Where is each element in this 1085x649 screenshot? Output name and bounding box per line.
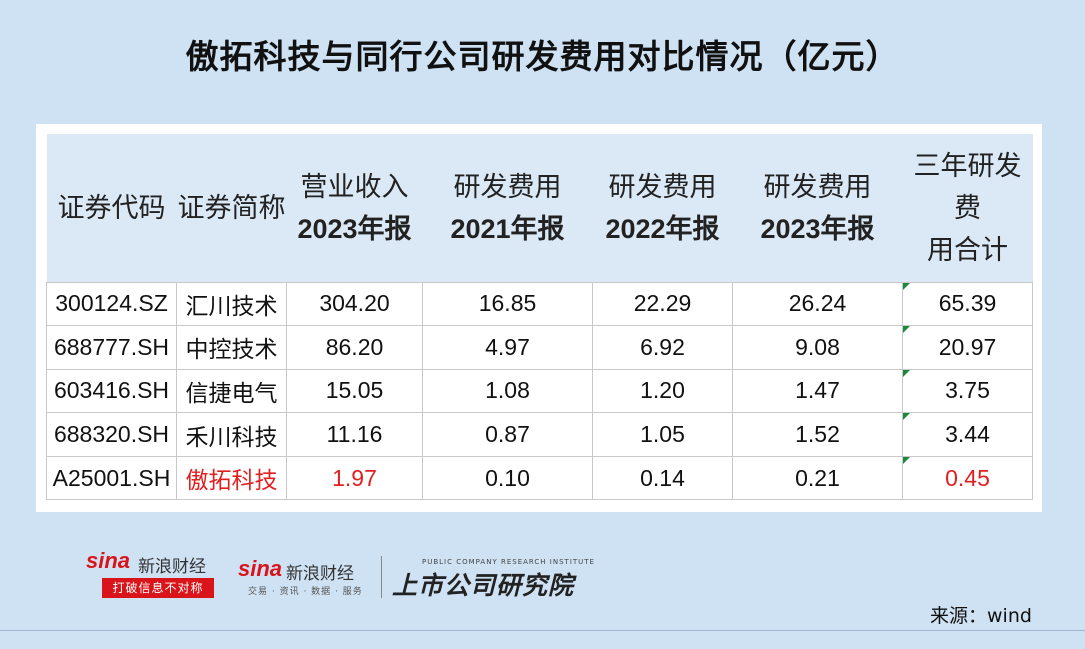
sina-finance-services: 交易 · 资讯 · 数据 · 服务 [248, 587, 363, 597]
header-rd-2023: 研发费用 2023年报 [760, 171, 875, 244]
header-rd-2021: 研发费用 2021年报 [450, 171, 565, 244]
cell-rd-2023: 1.47 [732, 368, 903, 414]
cell-code: 688320.SH [46, 412, 177, 457]
cell-rd-2021: 0.87 [422, 412, 593, 457]
sina-finance-name: 新浪财经 [286, 564, 354, 584]
bottom-divider [0, 630, 1085, 631]
formula-marker-icon [903, 369, 910, 377]
cell-revenue-2023: 304.20 [286, 281, 423, 327]
cell-name: 汇川技术 [176, 281, 287, 327]
cell-code: 603416.SH [46, 368, 177, 414]
cell-rd-2022: 1.20 [592, 368, 733, 414]
cell-code: 688777.SH [46, 325, 177, 370]
page-title: 傲拓科技与同行公司研发费用对比情况（亿元） [185, 37, 900, 76]
cell-rd-2021: 1.08 [422, 368, 593, 414]
cell-code: 300124.SZ [46, 281, 177, 327]
formula-marker-icon [903, 456, 910, 464]
research-institute-name: 上市公司研究院 [392, 571, 575, 600]
header-rd-2022: 研发费用 2022年报 [605, 171, 720, 244]
table-header-row: 证券代码 证券简称 营业收入 2023年报 研发费用 2021年报 研发费用 2022… [46, 134, 1033, 282]
sina-eye-icon: sina [86, 548, 131, 573]
cell-rd-2021: 4.97 [422, 325, 593, 370]
sina-finance-logo: sina 新浪财经 打破信息不对称 [86, 548, 216, 600]
cell-rd-total: 3.75 [902, 368, 1033, 414]
cell-rd-total: 0.45 [902, 455, 1033, 501]
header-name: 证券简称 [177, 192, 286, 223]
sina-eye-icon: sina [238, 556, 283, 581]
cell-revenue-2023: 15.05 [286, 368, 423, 414]
table-card: 证券代码 证券简称 营业收入 2023年报 研发费用 2021年报 研发费用 2022… [36, 124, 1042, 512]
header-code: 证券代码 [57, 192, 166, 223]
table-row: 688320.SH 禾川科技 11.16 0.87 1.05 1.52 3.44 [46, 412, 1033, 457]
table-row-highlight: A25001.SH 傲拓科技 1.97 0.10 0.14 0.21 0.45 [46, 455, 1033, 501]
cell-revenue-2023: 1.97 [286, 455, 423, 501]
formula-marker-icon [903, 326, 910, 334]
cell-rd-2022: 6.92 [592, 325, 733, 370]
sina-finance-name: 新浪财经 [138, 557, 206, 577]
cell-name: 傲拓科技 [176, 455, 287, 501]
cell-rd-2023: 1.52 [732, 412, 903, 457]
formula-marker-icon [903, 282, 910, 290]
cell-name: 信捷电气 [176, 368, 287, 414]
header-rd-total: 三年研发费 用合计 [913, 150, 1022, 265]
table-row: 603416.SH 信捷电气 15.05 1.08 1.20 1.47 3.75 [46, 368, 1033, 414]
header-revenue-2023: 营业收入 2023年报 [297, 171, 412, 244]
cell-name: 中控技术 [176, 325, 287, 370]
cell-rd-2023: 9.08 [732, 325, 903, 370]
rd-comparison-table: 证券代码 证券简称 营业收入 2023年报 研发费用 2021年报 研发费用 2022… [46, 134, 1033, 501]
cell-rd-total: 3.44 [902, 412, 1033, 457]
cell-revenue-2023: 11.16 [286, 412, 423, 457]
source-note: 来源：wind [930, 605, 1032, 627]
table-row: 688777.SH 中控技术 86.20 4.97 6.92 9.08 20.9… [46, 325, 1033, 370]
sina-finance-logo-2: sina 新浪财经 交易 · 资讯 · 数据 · 服务 [238, 556, 378, 600]
cell-rd-2023: 0.21 [732, 455, 903, 501]
cell-rd-2022: 0.14 [592, 455, 733, 501]
cell-rd-2023: 26.24 [732, 281, 903, 327]
research-institute-logo: PUBLIC COMPANY RESEARCH INSTITUTE 上市公司研究… [392, 552, 595, 600]
cell-rd-2021: 16.85 [422, 281, 593, 327]
formula-marker-icon [903, 413, 910, 421]
table-row: 300124.SZ 汇川技术 304.20 16.85 22.29 26.24 … [46, 281, 1033, 327]
cell-rd-2022: 22.29 [592, 281, 733, 327]
cell-revenue-2023: 86.20 [286, 325, 423, 370]
cell-rd-2021: 0.10 [422, 455, 593, 501]
sina-finance-slogan: 打破信息不对称 [102, 578, 214, 598]
logo-divider [381, 556, 382, 598]
cell-name: 禾川科技 [176, 412, 287, 457]
cell-rd-total: 20.97 [902, 325, 1033, 370]
cell-rd-2022: 1.05 [592, 412, 733, 457]
cell-code: A25001.SH [46, 455, 177, 501]
cell-rd-total: 65.39 [902, 281, 1033, 327]
research-institute-english: PUBLIC COMPANY RESEARCH INSTITUTE [422, 558, 595, 566]
